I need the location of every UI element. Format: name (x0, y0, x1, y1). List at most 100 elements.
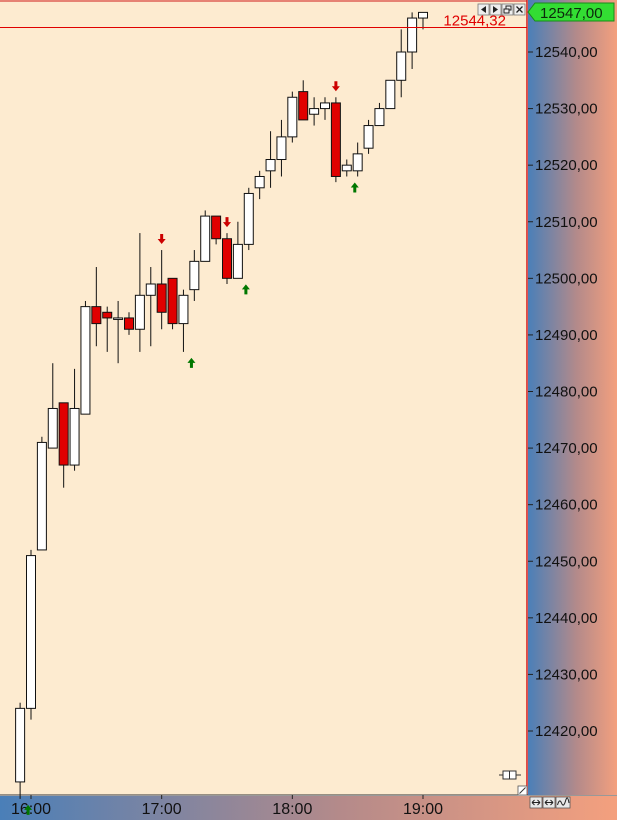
price-tick-label: 12540,00 (535, 44, 598, 61)
bull-candle-body (320, 102, 330, 110)
bull-candle-body (145, 283, 156, 296)
restore-icon[interactable] (501, 3, 514, 16)
candle[interactable] (15, 702, 26, 799)
last-price-label: 12544,32 (443, 13, 506, 30)
window-controls (477, 3, 526, 16)
candle[interactable] (243, 187, 254, 251)
candle[interactable] (26, 549, 36, 720)
price-tick-label: 12420,00 (535, 723, 598, 740)
candle[interactable] (309, 97, 320, 126)
candle[interactable] (167, 277, 178, 330)
candle[interactable] (178, 289, 189, 352)
plot-area[interactable] (0, 0, 527, 795)
candle[interactable] (374, 102, 385, 127)
expand-horizontal-icon[interactable] (529, 796, 543, 809)
current-price-value: 12547,00 (540, 5, 603, 22)
candle[interactable] (113, 300, 124, 364)
bear-candle-body (167, 277, 178, 325)
bull-candle-body (36, 441, 47, 551)
candle[interactable] (58, 402, 69, 488)
candle[interactable] (134, 233, 145, 352)
candle[interactable] (407, 12, 418, 69)
scroll-horizontal-icon[interactable] (542, 796, 556, 809)
bull-candle-body (396, 51, 407, 81)
sell-signal-arrow (223, 217, 231, 228)
candle[interactable] (265, 131, 276, 188)
candle[interactable] (320, 97, 330, 120)
bull-candle-body (276, 136, 287, 161)
bull-candle-body (200, 215, 211, 262)
candle[interactable] (330, 97, 341, 183)
candle[interactable] (91, 267, 102, 347)
zoom-tool-icon[interactable] (499, 770, 521, 780)
buy-signal-arrow (24, 804, 33, 815)
bull-candle-body (189, 260, 200, 291)
candle[interactable] (211, 215, 222, 245)
price-tick-label: 12500,00 (535, 270, 598, 287)
candle[interactable] (396, 29, 407, 98)
price-tick-label: 12520,00 (535, 157, 598, 174)
bull-candle-body (352, 153, 363, 172)
price-tick-label: 12460,00 (535, 497, 598, 514)
price-tick-label: 12530,00 (535, 101, 598, 118)
candle[interactable] (385, 79, 396, 110)
bull-candle-body (80, 306, 91, 415)
price-axis-ticks: 12540,00 12530,00 12520,00 12510,00 12500,00… (528, 44, 598, 740)
bull-candle-body (178, 294, 189, 325)
bull-candle-body (363, 125, 374, 149)
bull-candle-body (418, 11, 428, 19)
candle[interactable] (156, 250, 167, 330)
price-tick-label: 12470,00 (535, 440, 598, 457)
candle[interactable] (232, 221, 243, 279)
candle[interactable] (80, 300, 91, 415)
arrow-left-icon[interactable] (477, 3, 490, 16)
candle[interactable] (222, 233, 232, 284)
price-tick-label: 12510,00 (535, 214, 598, 231)
candle[interactable] (200, 210, 211, 262)
sell-signal-arrow (331, 81, 340, 92)
signal-arrows (24, 81, 359, 815)
close-icon[interactable] (513, 3, 526, 16)
candle[interactable] (352, 142, 363, 177)
axis-controls (529, 796, 571, 809)
sell-signal-arrow (157, 234, 166, 245)
time-axis[interactable] (0, 796, 617, 820)
candle[interactable] (341, 159, 352, 177)
candle[interactable] (418, 11, 428, 30)
bull-candle-body (374, 108, 385, 127)
time-tick-label: 18:00 (272, 801, 312, 818)
candle[interactable] (298, 80, 309, 121)
candle[interactable] (102, 306, 113, 352)
candle[interactable] (36, 436, 47, 551)
price-tick-label: 12480,00 (535, 384, 598, 401)
price-axis[interactable] (528, 0, 617, 795)
candle[interactable] (287, 91, 298, 143)
bull-candle-body (134, 294, 145, 330)
bear-candle-body (298, 91, 309, 121)
time-tick-label: 17:00 (142, 801, 182, 818)
bull-candle-body (287, 96, 298, 138)
bull-candle-body (341, 164, 352, 172)
candle[interactable] (363, 119, 374, 154)
bull-candle-body (254, 175, 265, 189)
resize-corner-icon[interactable] (517, 785, 528, 796)
wave-icon[interactable] (555, 796, 571, 809)
price-tick-label: 12430,00 (535, 666, 598, 683)
candle[interactable] (47, 363, 58, 449)
bull-candle-body (309, 108, 320, 115)
candle[interactable] (189, 250, 200, 301)
candle[interactable] (69, 368, 80, 471)
candle[interactable] (124, 312, 134, 335)
bull-candle-body (265, 159, 276, 172)
bull-candle-body (113, 317, 124, 320)
candle[interactable] (254, 170, 265, 200)
current-price-badge: 12547,00 (527, 2, 615, 22)
bear-candle-body (211, 215, 222, 240)
arrow-right-icon[interactable] (489, 3, 502, 16)
candle[interactable] (276, 119, 287, 177)
candles (15, 11, 428, 799)
buy-signal-arrow (350, 182, 359, 193)
candle[interactable] (145, 267, 156, 347)
